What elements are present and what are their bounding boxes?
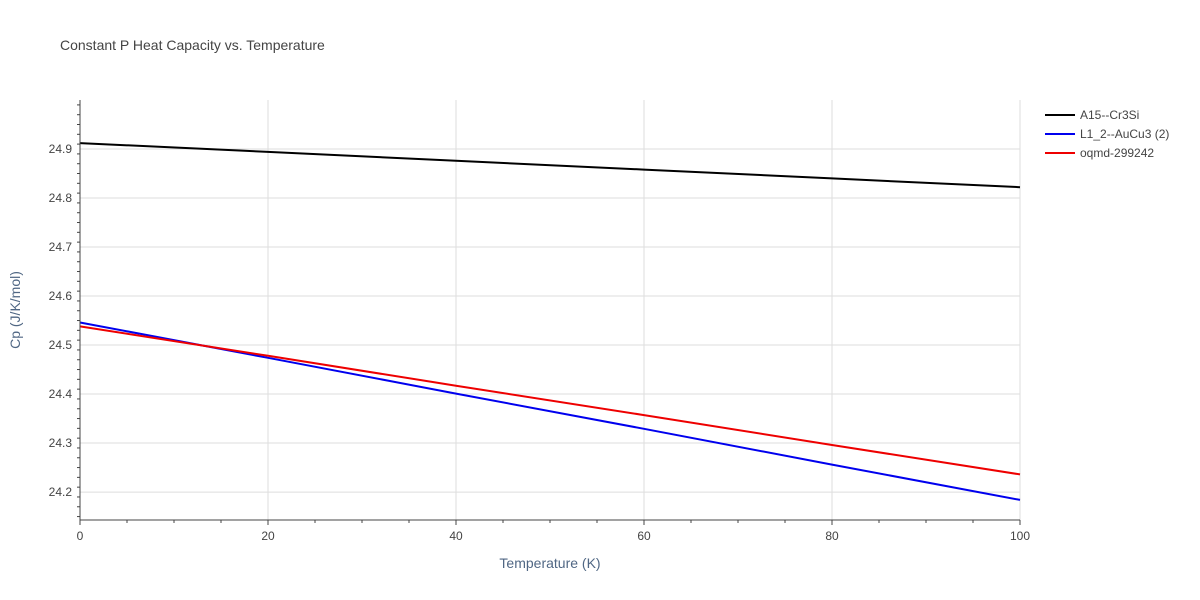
- y-tick-label: 24.8: [49, 191, 73, 205]
- legend-label-3: oqmd-299242: [1080, 146, 1154, 160]
- x-tick-label: 40: [449, 529, 463, 543]
- series-line-1: [79, 142, 1021, 189]
- series-layer: [79, 142, 1021, 501]
- y-tick-label: 24.4: [49, 387, 73, 401]
- x-tick-label: 100: [1010, 529, 1030, 543]
- legend-label-1: A15--Cr3Si: [1080, 108, 1139, 122]
- axes: 0 20 40 60 80 100 24.2 24.3 24.4 24.5 24.6 24.7 24.8…: [49, 100, 1030, 543]
- series-line-2: [79, 321, 1021, 501]
- x-tick-label: 0: [77, 529, 84, 543]
- legend-label-2: L1_2--AuCu3 (2): [1080, 127, 1169, 141]
- y-tick-label: 24.2: [49, 485, 73, 499]
- x-axis-title: Temperature (K): [499, 555, 600, 571]
- y-tick-label: 24.6: [49, 289, 73, 303]
- series-line-3: [79, 325, 1021, 476]
- x-tick-label: 60: [637, 529, 651, 543]
- y-tick-label: 24.7: [49, 240, 73, 254]
- x-tick-label: 20: [261, 529, 275, 543]
- grid: [80, 100, 1021, 520]
- y-axis-title: Cp (J/K/mol): [7, 271, 23, 349]
- y-tick-label: 24.9: [49, 142, 73, 156]
- x-tick-label: 80: [825, 529, 839, 543]
- y-tick-label: 24.3: [49, 436, 73, 450]
- chart-title: Constant P Heat Capacity vs. Temperature: [60, 37, 325, 53]
- legend: A15--Cr3Si L1_2--AuCu3 (2) oqmd-299242: [1045, 108, 1169, 160]
- y-tick-label: 24.5: [49, 338, 73, 352]
